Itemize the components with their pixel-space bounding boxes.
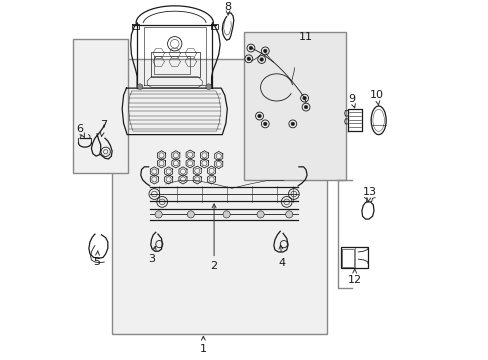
Bar [154, 55, 190, 74]
Circle shape [246, 57, 250, 60]
Circle shape [223, 211, 230, 218]
Circle shape [187, 211, 194, 218]
Text: 1: 1 [200, 336, 206, 354]
Bar [112, 59, 326, 334]
Circle shape [257, 114, 261, 118]
Circle shape [259, 58, 263, 61]
Circle shape [285, 211, 292, 218]
Text: 9: 9 [347, 94, 355, 108]
Circle shape [205, 84, 211, 90]
Circle shape [257, 211, 264, 218]
Text: 6: 6 [76, 123, 84, 137]
Bar [150, 52, 200, 77]
Circle shape [137, 84, 142, 90]
Bar [342, 249, 353, 267]
Circle shape [263, 122, 266, 126]
Circle shape [302, 96, 306, 100]
Text: 8: 8 [224, 2, 231, 15]
Text: 13: 13 [362, 187, 376, 202]
Circle shape [249, 46, 252, 50]
Text: 3: 3 [148, 246, 156, 264]
Text: 12: 12 [347, 269, 361, 285]
Text: 5: 5 [93, 251, 101, 267]
Bar [73, 39, 128, 173]
Circle shape [263, 49, 266, 53]
Text: 7: 7 [100, 120, 106, 136]
Text: 11: 11 [299, 32, 312, 42]
Bar [244, 32, 346, 180]
Circle shape [290, 122, 294, 126]
Text: 2: 2 [210, 204, 217, 271]
Bar [341, 247, 367, 268]
Text: 10: 10 [369, 90, 383, 105]
Circle shape [155, 211, 162, 218]
Circle shape [304, 105, 307, 109]
Text: 4: 4 [278, 245, 285, 268]
